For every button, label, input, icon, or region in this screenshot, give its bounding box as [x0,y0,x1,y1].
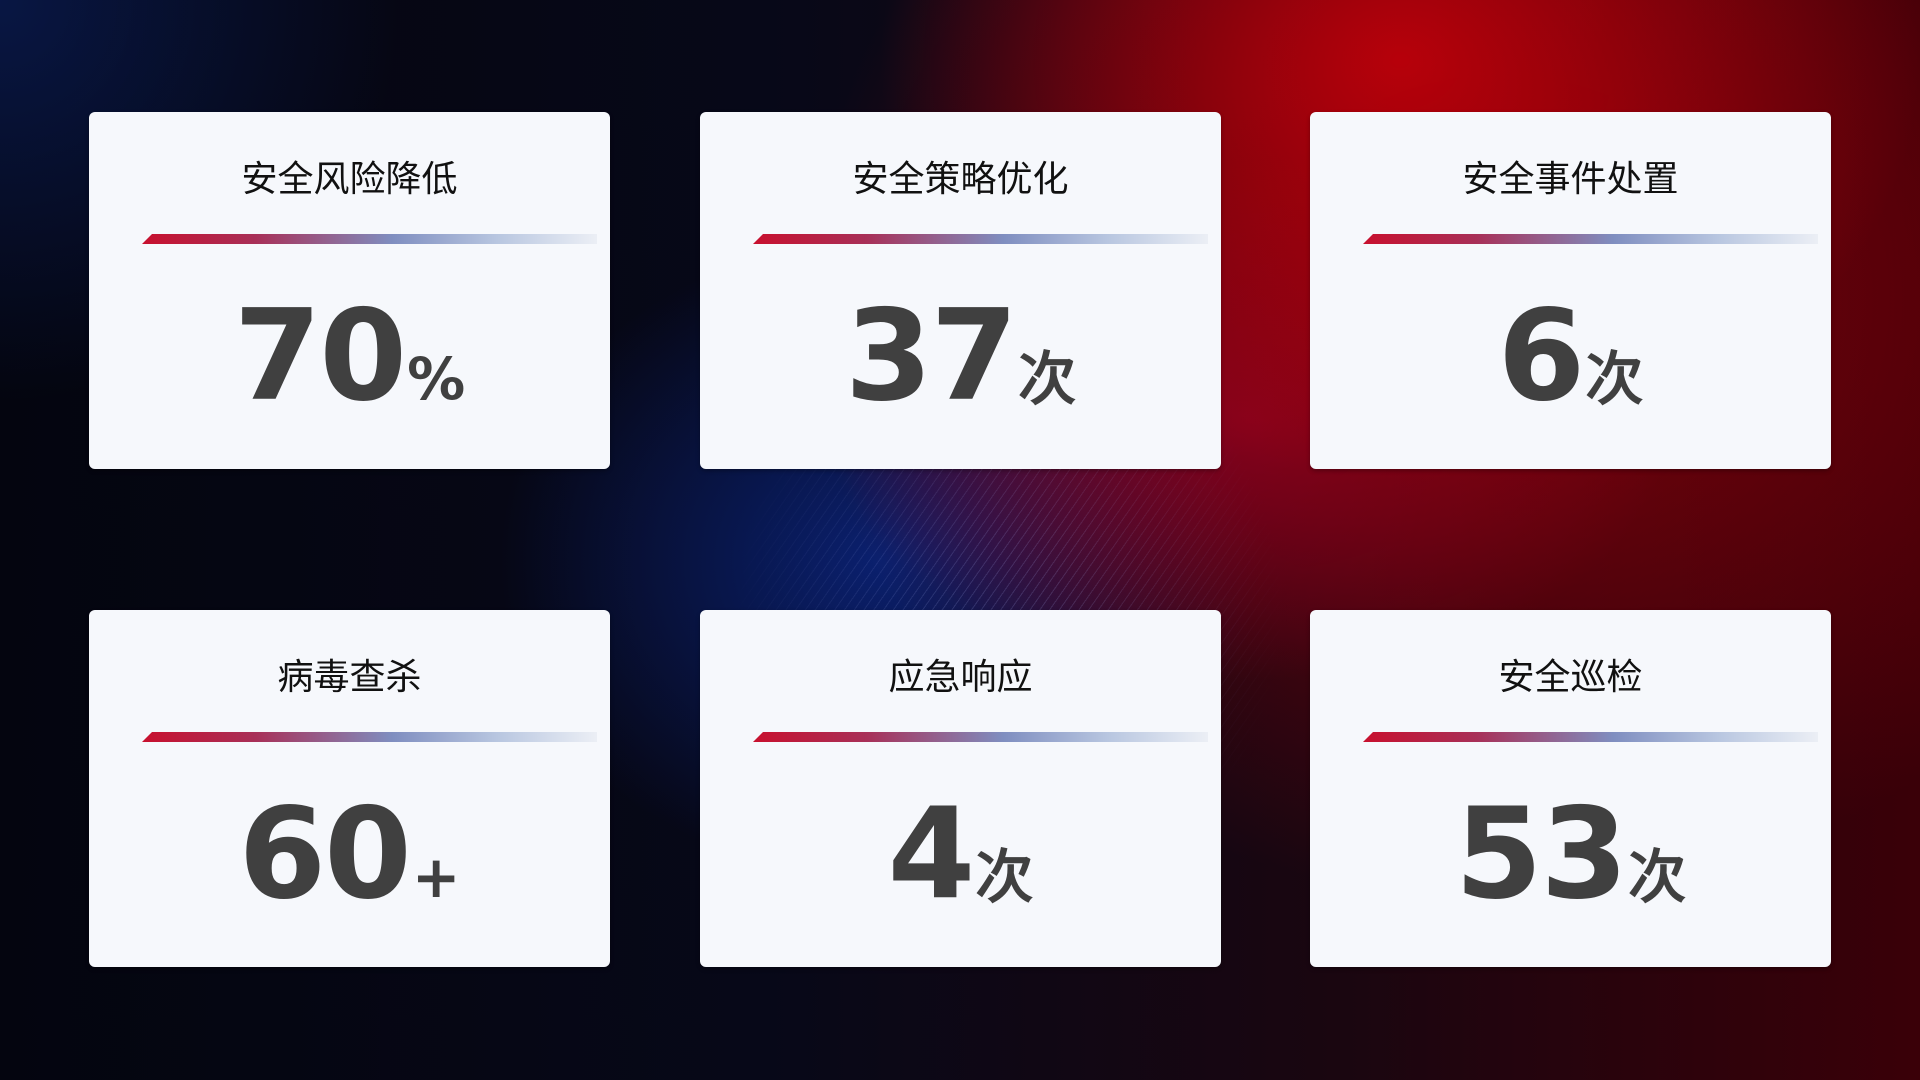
value-unit: % [407,345,466,413]
stat-card-security-patrol: 安全巡检 53次 [1310,610,1831,967]
card-value: 4次 [700,780,1221,927]
value-unit: 次 [975,843,1034,911]
value-number: 70 [233,282,407,429]
stat-card-policy-optimization: 安全策略优化 37次 [700,112,1221,469]
value-unit: 次 [1018,345,1077,413]
gradient-divider [142,234,597,244]
value-unit: 次 [1628,843,1687,911]
value-number: 6 [1497,282,1586,429]
value-number: 60 [238,780,412,927]
card-value: 37次 [700,282,1221,429]
card-title: 安全风险降低 [241,159,458,200]
stat-card-risk-reduction: 安全风险降低 70% [89,112,610,469]
gradient-divider [142,732,597,742]
card-title: 安全事件处置 [1462,159,1679,200]
stat-card-incident-handling: 安全事件处置 6次 [1310,112,1831,469]
gradient-divider [1363,732,1818,742]
value-unit: 次 [1585,345,1644,413]
stat-card-virus-removal: 病毒查杀 60+ [89,610,610,967]
card-title: 病毒查杀 [277,657,422,698]
value-unit: + [411,843,461,911]
card-value: 53次 [1310,780,1831,927]
gradient-divider [753,732,1208,742]
card-title: 安全巡检 [1498,657,1643,698]
card-title: 应急响应 [888,657,1033,698]
gradient-divider [1363,234,1818,244]
value-number: 53 [1454,780,1628,927]
value-number: 37 [844,282,1018,429]
card-value: 60+ [89,780,610,927]
stat-card-emergency-response: 应急响应 4次 [700,610,1221,967]
card-title: 安全策略优化 [852,159,1069,200]
gradient-divider [753,234,1208,244]
card-value: 70% [89,282,610,429]
value-number: 4 [887,780,976,927]
card-value: 6次 [1310,282,1831,429]
